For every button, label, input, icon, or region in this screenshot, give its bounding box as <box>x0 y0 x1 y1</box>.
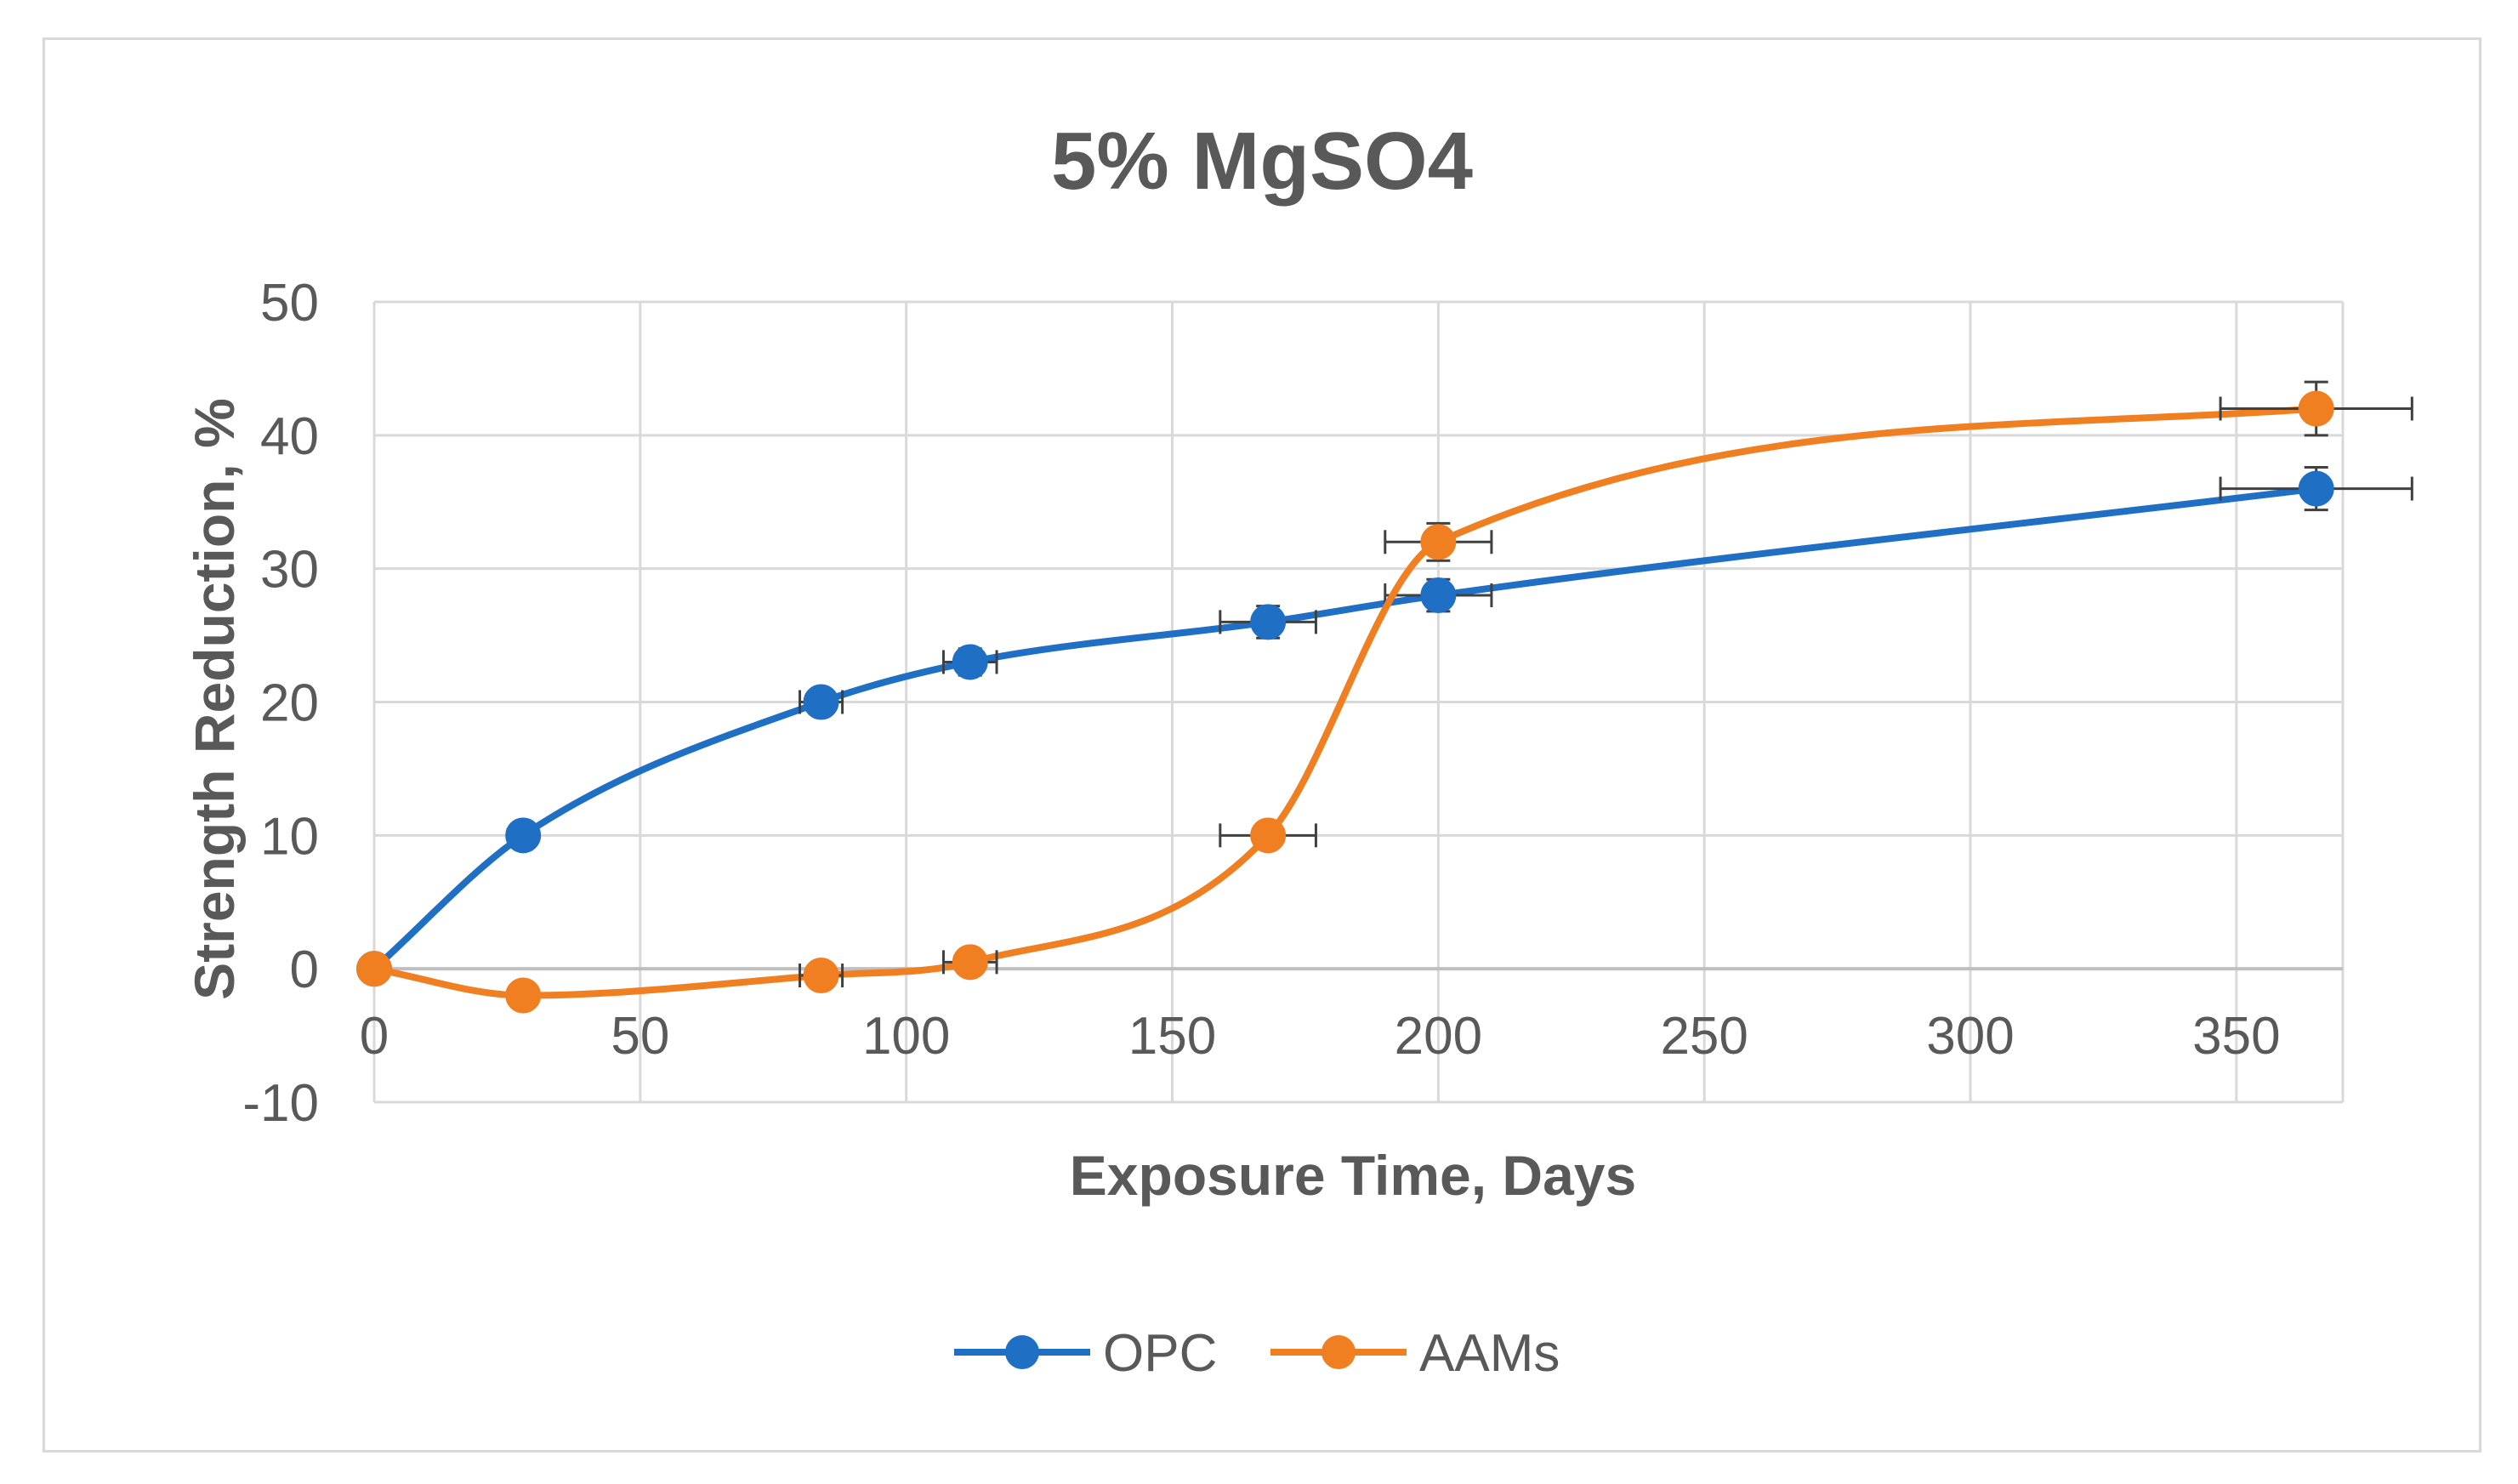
x-tick-label: 0 <box>360 1007 389 1066</box>
data-point <box>2298 390 2334 427</box>
y-tick-label: 0 <box>290 941 319 999</box>
legend-swatch-marker <box>1322 1335 1356 1369</box>
data-point <box>505 817 542 854</box>
data-point <box>1420 524 1457 560</box>
data-point <box>803 684 839 720</box>
data-point <box>1420 577 1457 614</box>
chart-title: 5% MgSO4 <box>1051 116 1473 207</box>
series-line <box>371 485 2320 973</box>
data-point <box>1250 604 1287 640</box>
y-tick-label: 40 <box>260 407 319 466</box>
series-line <box>371 405 2320 999</box>
x-tick-label: 100 <box>862 1007 950 1066</box>
x-tick-label: 50 <box>611 1007 669 1066</box>
x-tick-label: 150 <box>1128 1007 1216 1066</box>
grid <box>372 300 2345 1104</box>
data-point <box>952 944 988 981</box>
x-tick-label: 200 <box>1395 1007 1482 1066</box>
legend-swatch-marker <box>1005 1335 1039 1369</box>
y-tick-label: 30 <box>260 541 319 600</box>
series <box>356 380 2413 1014</box>
legend-label: AAMs <box>1419 1324 1560 1383</box>
y-tick-label: 10 <box>260 807 319 866</box>
tick-labels: -10 0 10 20 30 40 50 0 50 100 150 200 250 300 350 <box>242 274 2280 1133</box>
data-point <box>505 977 542 1014</box>
data-point <box>952 644 988 680</box>
data-point <box>1250 817 1287 854</box>
legend-label: OPC <box>1103 1324 1217 1383</box>
series-opc <box>356 465 2413 987</box>
y-tick-label: 20 <box>260 674 319 733</box>
legend: OPC AAMs <box>954 1324 1560 1383</box>
data-point <box>356 951 392 987</box>
x-tick-label: 350 <box>2192 1007 2280 1066</box>
x-tick-label: 250 <box>1660 1007 1748 1066</box>
data-point <box>803 958 839 994</box>
legend-item-aams: AAMs <box>1270 1324 1560 1383</box>
chart-svg: 5% MgSO4 -10 0 10 20 30 40 50 0 50 100 150 200 250 30… <box>183 116 2413 1383</box>
y-axis-title: Strength Reduction, % <box>183 398 246 1000</box>
series-aams <box>356 380 2413 1014</box>
y-tick-label: -10 <box>242 1074 319 1133</box>
y-tick-label: 50 <box>260 274 319 333</box>
legend-item-opc: OPC <box>954 1324 1217 1383</box>
chart-area: 5% MgSO4 -10 0 10 20 30 40 50 0 50 100 150 200 250 30… <box>43 37 2481 1453</box>
x-tick-label: 300 <box>1926 1007 2014 1066</box>
data-point <box>2298 470 2334 507</box>
x-axis-title: Exposure Time, Days <box>1070 1144 1636 1207</box>
